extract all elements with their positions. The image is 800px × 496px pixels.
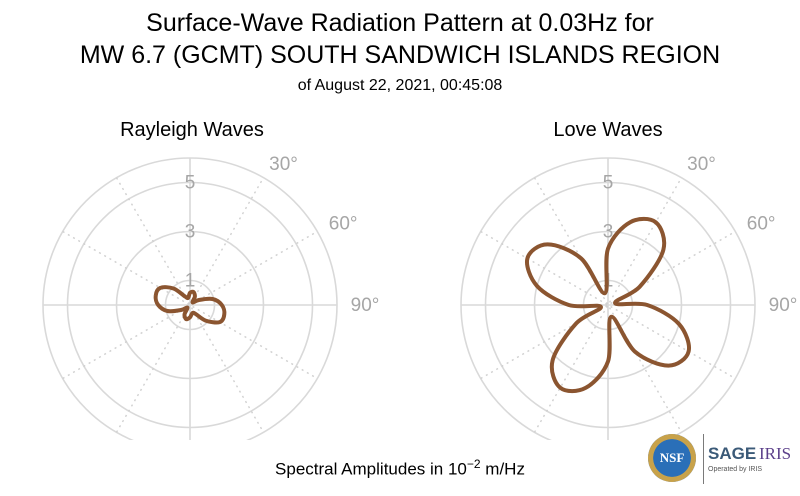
rayleigh-spoke-60 [62, 230, 318, 380]
footer-suffix: m/Hz [480, 459, 525, 479]
rayleigh-spoke-150 [115, 177, 265, 433]
footer-exponent: −2 [466, 457, 481, 471]
love-radial-tick-3: 3 [603, 222, 614, 243]
nsf-logo-text: NSF [659, 450, 685, 465]
love-angle-tick-60: 60° [747, 214, 776, 235]
love-spoke-120 [480, 230, 736, 380]
chart-title-line-1: Surface-Wave Radiation Pattern at 0.03Hz… [146, 9, 654, 37]
chart-subtitle-date: of August 22, 2021, 00:45:08 [297, 77, 503, 94]
rayleigh-spoke-120 [62, 230, 318, 380]
footer-prefix: Spectral Amplitudes in 10 [275, 459, 467, 479]
iris-logo-text: IRIS [759, 444, 792, 463]
love-spoke-60 [480, 230, 736, 380]
love-subplot-title: Love Waves [553, 119, 663, 141]
logo-divider [703, 434, 704, 484]
rayleigh-radial-tick-5: 5 [185, 173, 196, 194]
love-radial-tick-5: 5 [603, 173, 614, 194]
rayleigh-angle-tick-90: 90° [351, 295, 380, 316]
rayleigh-radial-tick-1: 1 [185, 271, 196, 292]
sage-logo-text: SAGE [708, 444, 757, 463]
love-spoke-30 [533, 177, 683, 433]
love-angle-tick-90: 90° [769, 295, 798, 316]
love-angle-tick-30: 30° [687, 154, 716, 175]
rayleigh-radial-tick-3: 3 [185, 222, 196, 243]
logo-strip: NSF SAGE IRIS Operated by IRIS [648, 430, 798, 490]
nsf-logo-icon [648, 434, 696, 482]
rayleigh-subplot-title: Rayleigh Waves [120, 119, 264, 141]
rayleigh-angle-tick-60: 60° [329, 214, 358, 235]
operated-by-text: Operated by IRIS [708, 466, 763, 473]
chart-title-line-2: MW 6.7 (GCMT) SOUTH SANDWICH ISLANDS REG… [79, 41, 721, 69]
rayleigh-angle-tick-30: 30° [269, 154, 298, 175]
rayleigh-radiation-pattern-line [153, 285, 227, 325]
love-radiation-pattern-line [525, 216, 691, 394]
rayleigh-polar-plot: 1 3 5 30° 60° 90° [42, 154, 380, 440]
rayleigh-spoke-30 [115, 177, 265, 433]
love-spoke-150 [533, 177, 683, 433]
spectral-amplitude-note: Spectral Amplitudes in 10−2 m/Hz [220, 452, 580, 482]
